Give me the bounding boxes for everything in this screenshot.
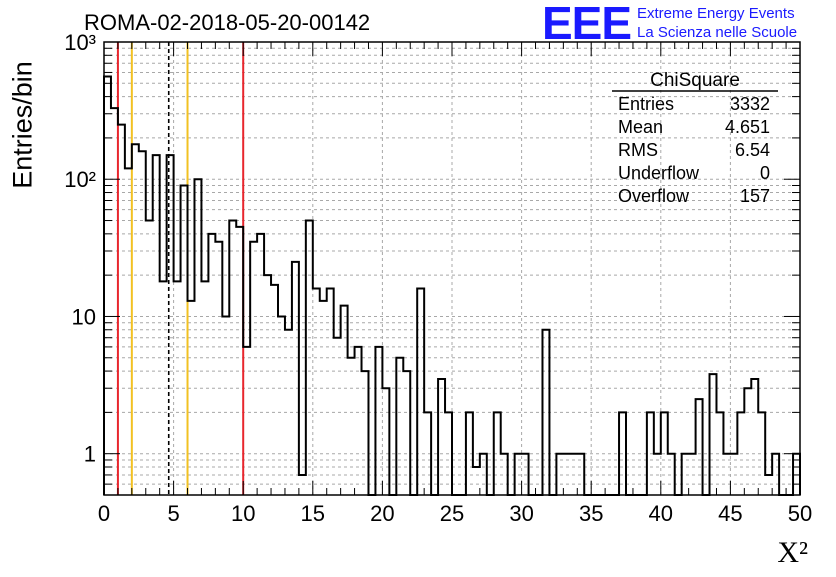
x-tick-label: 25: [440, 501, 464, 526]
x-tick-label: 50: [788, 501, 812, 526]
x-axis-label: X²: [777, 536, 808, 569]
y-tick-label: 10³: [64, 30, 96, 55]
run-title: ROMA-02-2018-05-20-00142: [84, 10, 371, 35]
x-tick-label: 45: [718, 501, 742, 526]
x-tick-label: 0: [98, 501, 110, 526]
stats-value: 3332: [730, 94, 770, 114]
y-axis-label: Entries/bin: [7, 61, 38, 189]
histogram-bins: [103, 75, 801, 496]
stats-value: 0: [760, 163, 770, 183]
y-axis-label-box: Entries/bin: [3, 60, 43, 190]
stats-label: Entries: [618, 94, 674, 114]
stats-label: Mean: [618, 117, 663, 137]
stats-value: 6.54: [735, 140, 770, 160]
logo-tagline-2: La Scienza nelle Scuole: [637, 24, 798, 41]
x-tick-label: 40: [649, 501, 673, 526]
x-tick-label: 10: [231, 501, 255, 526]
stats-value: 4.651: [725, 117, 770, 137]
x-tick-label: 30: [509, 501, 533, 526]
logo-mark: EEE: [542, 0, 632, 49]
stats-label: Overflow: [618, 186, 690, 206]
y-tick-label: 10²: [64, 167, 96, 192]
eee-logo: EEE Extreme Energy Events La Scienza nel…: [542, 0, 836, 49]
stats-value: 157: [740, 186, 770, 206]
x-tick-label: 35: [579, 501, 603, 526]
x-tick-label: 15: [301, 501, 325, 526]
x-tick-label: 5: [167, 501, 179, 526]
y-tick-label: 10: [72, 304, 96, 329]
stats-label: Underflow: [618, 163, 700, 183]
stats-label: RMS: [618, 140, 658, 160]
y-tick-label: 1: [84, 442, 96, 467]
logo-tagline-1: Extreme Energy Events: [637, 5, 795, 22]
x-tick-label: 20: [370, 501, 394, 526]
stats-box-title: ChiSquare: [650, 70, 740, 91]
